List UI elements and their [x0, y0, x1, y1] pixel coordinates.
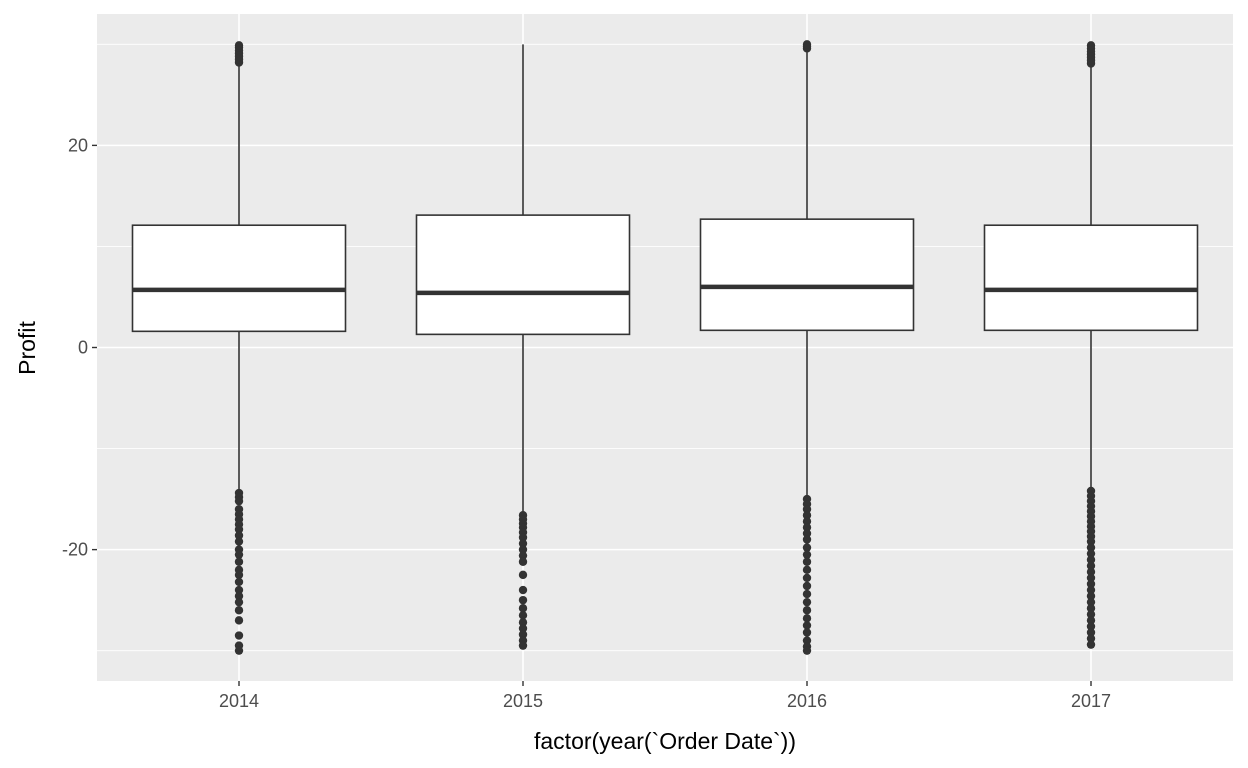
y-tick-label: 0	[78, 338, 88, 358]
outlier-point	[1086, 567, 1096, 577]
outlier-point	[802, 606, 812, 615]
outlier-point	[1086, 555, 1096, 564]
y-axis-title: Profit	[14, 321, 40, 375]
outlier-point	[1086, 622, 1096, 631]
x-axis-title: factor(year(`Order Date`))	[534, 728, 796, 754]
outlier-point	[234, 577, 244, 587]
outlier-point	[234, 496, 244, 506]
outlier-point	[518, 618, 528, 627]
outlier-point	[1086, 628, 1096, 637]
outlier-point	[1086, 585, 1096, 595]
outlier-point	[234, 531, 244, 540]
x-tick-label: 2015	[503, 691, 543, 711]
outlier-point	[518, 570, 528, 580]
outlier-point	[802, 573, 812, 583]
outlier-point	[802, 517, 812, 526]
outlier-point	[802, 646, 812, 655]
outlier-point	[518, 557, 528, 566]
outlier-point	[1086, 41, 1096, 50]
outlier-point	[1086, 579, 1096, 589]
outlier-point	[234, 550, 244, 559]
outlier-point	[1086, 537, 1096, 546]
x-tick-label: 2016	[787, 691, 827, 711]
outlier-point	[802, 557, 812, 566]
outlier-point	[802, 504, 812, 514]
outlier-point	[802, 614, 812, 623]
outlier-point	[802, 597, 812, 607]
outlier-point	[802, 40, 812, 49]
outlier-point	[518, 630, 528, 639]
outlier-point	[802, 550, 812, 559]
outlier-point	[1086, 597, 1096, 607]
outlier-point	[518, 585, 528, 595]
outlier-point	[802, 589, 812, 599]
outlier-point	[1086, 573, 1096, 583]
outlier-point	[234, 525, 244, 534]
outlier-point	[518, 604, 528, 613]
outlier-point	[802, 565, 812, 575]
outlier-point	[234, 597, 244, 607]
outlier-point	[234, 646, 244, 655]
outlier-point	[234, 570, 244, 580]
outlier-point	[802, 529, 812, 538]
outlier-point	[1086, 616, 1096, 625]
y-tick-label: 20	[68, 135, 88, 155]
outlier-point	[802, 535, 812, 544]
outlier-point	[518, 641, 528, 650]
outlier-point	[802, 636, 812, 645]
outlier-point	[1086, 640, 1096, 649]
boxes-layer	[131, 40, 1199, 655]
box-2016	[699, 218, 915, 332]
outlier-point	[234, 591, 244, 601]
outlier-point	[518, 551, 528, 560]
outlier-point	[1086, 591, 1096, 601]
outlier-point	[234, 41, 244, 50]
outlier-point	[1086, 561, 1096, 570]
outlier-point	[802, 511, 812, 520]
outlier-point	[802, 628, 812, 637]
outlier-point	[518, 611, 528, 620]
outlier-point	[234, 557, 244, 566]
outlier-point	[518, 595, 528, 605]
outlier-point	[234, 606, 244, 615]
outlier-point	[802, 581, 812, 591]
outlier-point	[1086, 634, 1096, 643]
outlier-point	[1086, 604, 1096, 613]
outlier-point	[234, 585, 244, 595]
box-2015	[415, 214, 631, 336]
outlier-point	[234, 616, 244, 625]
outlier-point	[1086, 549, 1096, 558]
box-2014	[131, 224, 347, 333]
outlier-point	[1086, 610, 1096, 619]
outlier-point	[234, 631, 244, 640]
x-tick-label: 2014	[219, 691, 259, 711]
outlier-point	[802, 621, 812, 630]
y-tick-label: -20	[62, 540, 88, 560]
outlier-point	[802, 543, 812, 552]
axes-layer: -20 0 20 2014 2015 2016 2017	[62, 135, 1111, 711]
outlier-point	[234, 537, 244, 546]
outlier-point	[802, 523, 812, 532]
box-2017	[983, 224, 1199, 332]
outlier-point	[518, 545, 528, 554]
x-tick-label: 2017	[1071, 691, 1111, 711]
outlier-point	[518, 539, 528, 548]
outlier-point	[518, 533, 528, 542]
outlier-point	[518, 624, 528, 633]
outlier-point	[1086, 543, 1096, 552]
